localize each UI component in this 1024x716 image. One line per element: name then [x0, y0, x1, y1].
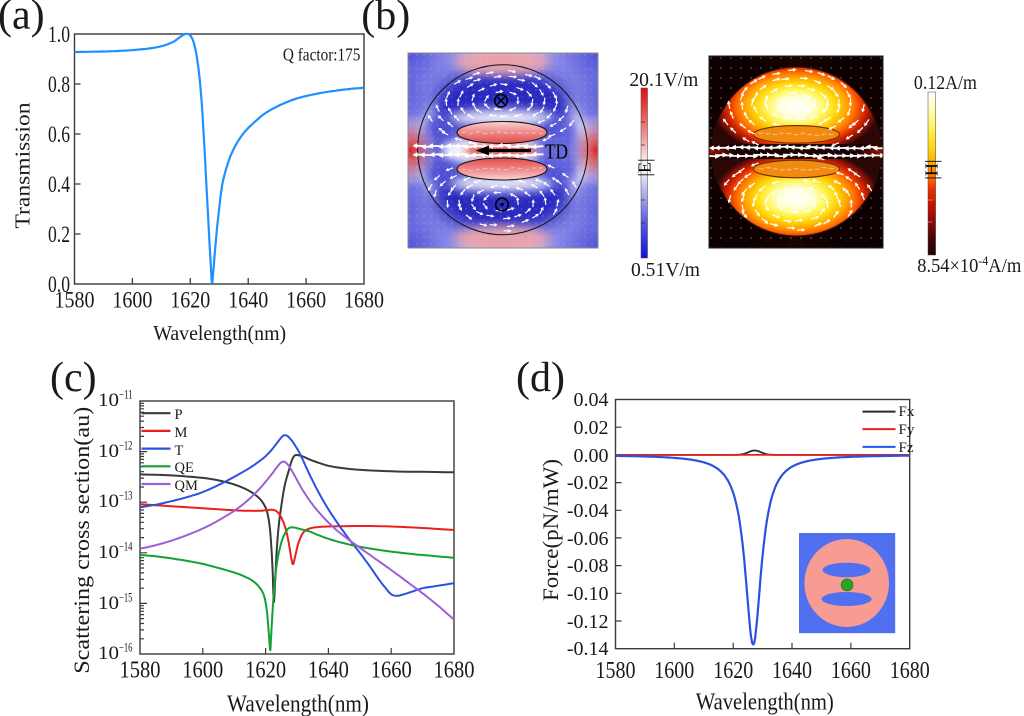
svg-text:1660: 1660: [286, 288, 326, 313]
svg-text:1640: 1640: [228, 288, 268, 313]
svg-text:0.51V/m: 0.51V/m: [631, 260, 700, 281]
svg-text:(b): (b): [361, 0, 410, 39]
svg-text:QM: QM: [175, 478, 198, 494]
svg-text:1620: 1620: [713, 658, 753, 684]
svg-text:-0.12: -0.12: [567, 611, 609, 633]
svg-text:(a): (a): [0, 0, 45, 39]
svg-text:0.00: 0.00: [574, 445, 609, 467]
svg-text:(c): (c): [50, 355, 97, 401]
svg-text:|H|: |H|: [921, 159, 941, 179]
svg-text:-0.02: -0.02: [567, 472, 609, 494]
svg-text:1620: 1620: [170, 288, 210, 313]
svg-text:Wavelength(nm): Wavelength(nm): [153, 321, 286, 345]
svg-text:P: P: [175, 407, 183, 423]
svg-text:1640: 1640: [308, 658, 349, 684]
svg-text:0.4: 0.4: [48, 172, 70, 197]
svg-text:Force(pN/mW): Force(pN/mW): [538, 459, 563, 601]
svg-text:-0.06: -0.06: [567, 528, 609, 550]
svg-text:-0.10: -0.10: [567, 583, 609, 605]
svg-text:M: M: [175, 425, 188, 441]
svg-text:T: T: [175, 443, 184, 459]
svg-text:TD: TD: [545, 139, 568, 163]
svg-text:0.0: 0.0: [48, 272, 70, 297]
svg-text:Scattering cross section(au): Scattering cross section(au): [69, 407, 94, 674]
svg-text:-0.04: -0.04: [567, 500, 609, 522]
svg-text:1580: 1580: [120, 658, 161, 684]
svg-text:-0.08: -0.08: [567, 555, 609, 577]
svg-text:0.04: 0.04: [574, 389, 609, 411]
svg-text:1660: 1660: [371, 658, 412, 684]
svg-text:1580: 1580: [55, 288, 95, 313]
svg-text:1600: 1600: [112, 288, 152, 313]
svg-text:8.54×10-4A/m: 8.54×10-4A/m: [917, 253, 1021, 277]
svg-text:1.0: 1.0: [48, 22, 70, 47]
svg-text:Fy: Fy: [899, 422, 915, 438]
svg-text:Q factor:175: Q factor:175: [283, 45, 361, 65]
svg-text:Wavelength(nm): Wavelength(nm): [696, 690, 834, 716]
svg-text:10−11: 10−11: [98, 388, 133, 412]
svg-text:Fz: Fz: [899, 440, 914, 456]
svg-text:0.2: 0.2: [48, 222, 70, 247]
svg-text:1580: 1580: [596, 658, 636, 684]
svg-text:10−16: 10−16: [98, 641, 133, 665]
svg-text:1680: 1680: [434, 658, 475, 684]
svg-text:-0.14: -0.14: [567, 638, 609, 660]
svg-text:1680: 1680: [344, 288, 384, 313]
svg-text:1620: 1620: [245, 658, 286, 684]
svg-text:1640: 1640: [772, 658, 812, 684]
svg-text:1660: 1660: [831, 658, 871, 684]
svg-text:10−14: 10−14: [98, 540, 133, 564]
svg-text:|E|: |E|: [634, 158, 654, 176]
svg-text:1600: 1600: [654, 658, 694, 684]
svg-text:0.6: 0.6: [48, 122, 70, 147]
svg-text:0.12A/m: 0.12A/m: [914, 73, 977, 94]
svg-text:QE: QE: [175, 460, 194, 476]
svg-text:Fx: Fx: [899, 404, 915, 420]
svg-text:1680: 1680: [890, 658, 930, 684]
svg-text:Wavelength(nm): Wavelength(nm): [227, 692, 369, 716]
svg-text:1600: 1600: [182, 658, 223, 684]
svg-text:10−15: 10−15: [98, 591, 133, 615]
svg-text:(d): (d): [516, 355, 565, 401]
svg-text:20.1V/m: 20.1V/m: [629, 70, 698, 91]
svg-text:0.8: 0.8: [48, 72, 70, 97]
svg-text:0.02: 0.02: [574, 417, 609, 439]
svg-text:Transmission: Transmission: [11, 102, 35, 229]
svg-text:10−13: 10−13: [98, 489, 133, 513]
svg-text:10−12: 10−12: [98, 439, 133, 463]
